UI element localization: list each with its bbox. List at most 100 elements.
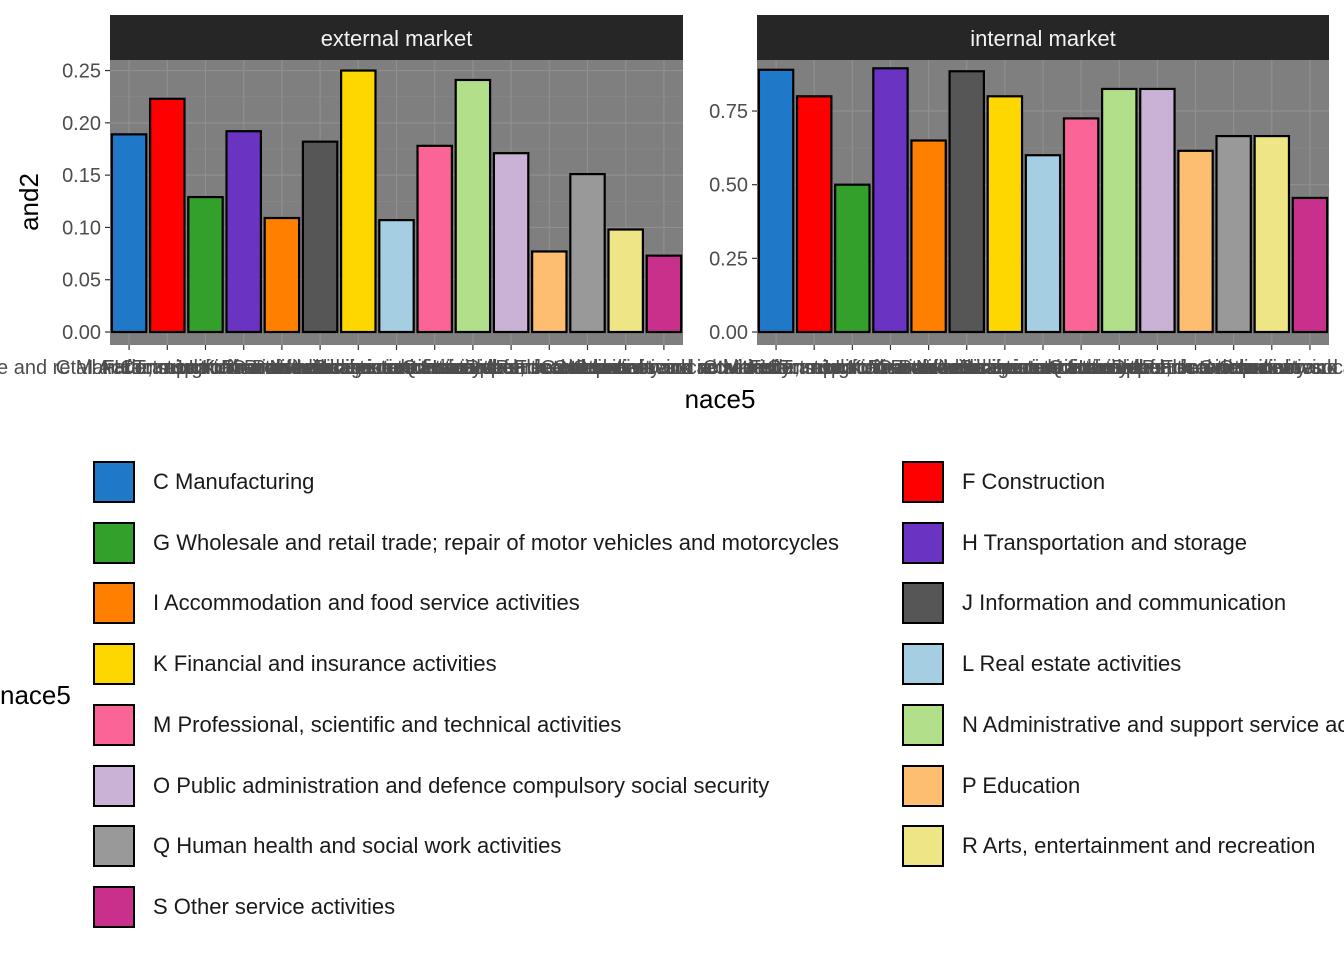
x-tick-label: G Wholesale and retail trade; repair of … [541, 357, 1165, 379]
bar [1291, 196, 1329, 334]
bar [454, 78, 492, 334]
y-tick-label: 0.20 [62, 113, 101, 135]
bar [1253, 134, 1291, 334]
x-axis-title: nace5 [685, 384, 756, 414]
x-tick-label: R Arts, entertainment and recreation [465, 357, 786, 379]
x-tick-label: P Education [1142, 357, 1250, 379]
legend-label: F Construction [962, 469, 1106, 494]
bar [378, 218, 415, 334]
x-tick-label: O Public administration and defence comp… [877, 357, 1344, 379]
legend-swatch [93, 582, 135, 625]
x-tick-label: Q Human health and social work activitie… [1048, 357, 1344, 379]
x-tick-label: H Transportation and storage [761, 357, 1020, 379]
legend-label: Q Human health and social work activitie… [153, 833, 562, 859]
x-tick-label: K Financial and insurance activities [849, 357, 1161, 379]
legend-label: L Real estate activities [962, 651, 1182, 677]
x-tick-label: N Administrative and support service act… [269, 357, 676, 379]
bar [986, 95, 1024, 334]
x-tick-label: F Construction [749, 357, 879, 379]
bar [416, 144, 453, 334]
bar [263, 216, 301, 334]
x-tick-label: O Public administration and defence comp… [231, 357, 791, 379]
bar [110, 133, 148, 334]
bar [1177, 149, 1214, 334]
x-tick-label: P Education [496, 357, 604, 379]
x-tick-label: C Manufacturing [703, 357, 850, 379]
legend-label: I Accommodation and food service activit… [153, 590, 580, 616]
legend-label: K Financial and insurance activities [153, 651, 497, 677]
x-tick-label: F Construction [102, 357, 232, 379]
bar [492, 152, 530, 334]
bar [531, 250, 568, 334]
legend-swatch [93, 885, 135, 928]
faceted-bar-chart: external market 0.00 0.05 0.10 0.15 0.20 0.25 C… [0, 15, 1344, 414]
legend-swatch [93, 825, 135, 868]
y-tick-label: 0.50 [709, 175, 748, 197]
y-tick-label: 0.15 [62, 165, 101, 187]
legend-label: G Wholesale and retail trade; repair of … [153, 529, 839, 555]
bar [910, 139, 947, 334]
x-tick-label: S Other service activities [1200, 357, 1344, 379]
legend-swatch [902, 461, 944, 503]
x-tick-label: I Accommodation and food service activit… [735, 357, 1123, 379]
legend-label: H Transportation and storage [962, 529, 1247, 555]
x-tick-label: L Real estate activities [943, 357, 1142, 379]
legend-label: J Information and communication [962, 590, 1287, 616]
x-tick-label: R Arts, entertainment and recreation [1111, 357, 1344, 379]
bar [340, 69, 377, 334]
legend-label: R Arts, entertainment and recreation [962, 833, 1316, 859]
bar [569, 172, 606, 334]
x-tick-label: M Professional, scientific and technical… [868, 357, 1294, 379]
legend-swatch [902, 521, 944, 564]
y-tick-label: 0.25 [709, 248, 748, 270]
legend-swatch [93, 703, 135, 746]
x-tick-label: I Accommodation and food service activit… [88, 357, 476, 379]
y-tick-label: 0.25 [62, 61, 101, 83]
y-axis-title: and2 [14, 173, 44, 231]
y-tick-label: 0.00 [62, 322, 101, 344]
bar [645, 254, 683, 334]
legend-label: S Other service activities [153, 893, 396, 919]
y-tick-label: 0.10 [62, 217, 101, 239]
bar [872, 67, 909, 334]
bar [795, 95, 833, 334]
legend-label: O Public administration and defence comp… [153, 772, 770, 798]
legend-label: P Education [962, 772, 1081, 798]
legend-swatch [902, 825, 944, 868]
legend-swatch [902, 764, 944, 807]
bar [187, 195, 224, 334]
bar [834, 183, 871, 334]
legend-swatch [93, 764, 135, 807]
facet-strip-label: external market [321, 26, 473, 51]
legend-swatch [93, 461, 135, 503]
bar [1101, 87, 1138, 334]
legend-label: M Professional, scientific and technical… [153, 711, 622, 737]
y-tick-label: 0.75 [709, 101, 748, 123]
facet-strip [110, 15, 683, 60]
x-tick-label: K Financial and insurance activities [202, 357, 514, 379]
facet-strip-label: internal market [970, 26, 1116, 51]
legend-label: N Administrative and support service act… [962, 711, 1344, 737]
bar [225, 130, 262, 334]
x-tick-label: Q Human health and social work activitie… [402, 357, 773, 379]
legend-swatch [93, 643, 135, 686]
x-tick-label: S Other service activities [554, 357, 774, 379]
legend-swatch [93, 521, 135, 564]
x-tick-label: G Wholesale and retail trade; repair of … [0, 357, 517, 379]
bar [301, 140, 339, 334]
legend-swatch [902, 582, 944, 625]
bar [607, 228, 644, 334]
x-tick-label: M Professional, scientific and technical… [222, 357, 648, 379]
x-tick-label: L Real estate activities [297, 357, 496, 379]
x-tick-label: N Administrative and support service act… [916, 357, 1323, 379]
facet-strip [757, 15, 1329, 60]
legend-swatch [902, 643, 944, 686]
legend-title: nace5 [0, 680, 71, 710]
bar [1024, 154, 1062, 334]
bar [948, 70, 985, 334]
bar [757, 68, 795, 334]
x-tick-label: J Information and communication [173, 357, 468, 379]
x-tick-label: J Information and communication [819, 357, 1114, 379]
bar [149, 97, 186, 334]
y-tick-label: 0.05 [62, 270, 101, 292]
